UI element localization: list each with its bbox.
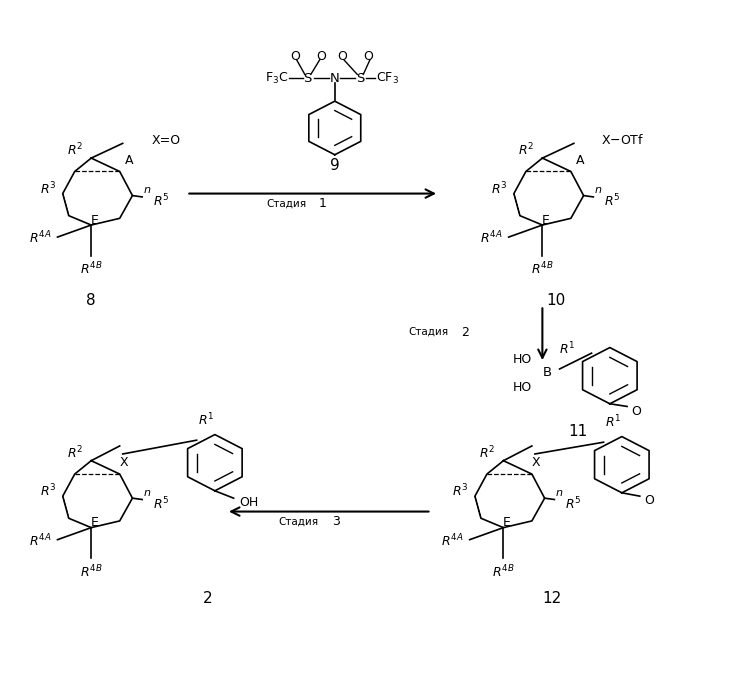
Text: E: E bbox=[542, 214, 550, 227]
Text: n: n bbox=[594, 185, 601, 195]
Text: A: A bbox=[125, 154, 133, 167]
Text: n: n bbox=[556, 488, 562, 497]
Text: S: S bbox=[304, 72, 312, 85]
Text: $R^3$: $R^3$ bbox=[451, 483, 468, 499]
Text: $R^{4A}$: $R^{4A}$ bbox=[29, 230, 51, 247]
Text: $R^2$: $R^2$ bbox=[518, 142, 534, 159]
Text: B: B bbox=[543, 367, 552, 379]
Text: $R^{4A}$: $R^{4A}$ bbox=[29, 533, 51, 549]
Text: O: O bbox=[364, 50, 374, 63]
Text: $R^1$: $R^1$ bbox=[198, 412, 214, 428]
Text: $R^{4B}$: $R^{4B}$ bbox=[492, 564, 515, 580]
Text: X: X bbox=[120, 456, 128, 469]
Text: O: O bbox=[290, 50, 300, 63]
Text: O: O bbox=[631, 404, 641, 418]
Text: E: E bbox=[504, 516, 511, 529]
Text: HO: HO bbox=[513, 353, 532, 366]
Text: Стадия: Стадия bbox=[266, 198, 306, 209]
Text: 8: 8 bbox=[86, 293, 96, 308]
Text: $R^3$: $R^3$ bbox=[491, 181, 507, 197]
Text: O: O bbox=[337, 50, 347, 63]
Text: n: n bbox=[143, 488, 150, 497]
Text: E: E bbox=[91, 516, 99, 529]
Text: $R^5$: $R^5$ bbox=[153, 192, 169, 209]
Text: $R^5$: $R^5$ bbox=[565, 495, 581, 512]
Text: 12: 12 bbox=[543, 591, 562, 606]
Text: S: S bbox=[356, 72, 365, 85]
Text: $R^{4B}$: $R^{4B}$ bbox=[531, 261, 553, 277]
Text: $R^2$: $R^2$ bbox=[479, 444, 495, 461]
Text: $R^3$: $R^3$ bbox=[39, 483, 56, 499]
Text: X: X bbox=[532, 456, 541, 469]
Text: F$_3$C: F$_3$C bbox=[265, 71, 288, 86]
Text: 2: 2 bbox=[202, 591, 212, 606]
Text: $R^{4A}$: $R^{4A}$ bbox=[480, 230, 503, 247]
Text: 1: 1 bbox=[319, 197, 327, 210]
Text: $R^2$: $R^2$ bbox=[66, 444, 83, 461]
Text: 2: 2 bbox=[461, 325, 469, 339]
Text: O: O bbox=[644, 494, 654, 508]
Text: $R^5$: $R^5$ bbox=[604, 192, 620, 209]
Text: $R^1$: $R^1$ bbox=[559, 341, 575, 357]
Text: A: A bbox=[575, 154, 584, 167]
Text: $R^5$: $R^5$ bbox=[153, 495, 169, 512]
Text: 3: 3 bbox=[331, 515, 340, 528]
Text: 11: 11 bbox=[568, 424, 587, 439]
Text: $R^3$: $R^3$ bbox=[39, 181, 56, 197]
Text: HO: HO bbox=[513, 381, 532, 394]
Text: O: O bbox=[316, 50, 326, 63]
Text: X=O: X=O bbox=[151, 134, 180, 146]
Text: Стадия: Стадия bbox=[408, 327, 448, 337]
Text: $R^{4B}$: $R^{4B}$ bbox=[80, 261, 103, 277]
Text: N: N bbox=[330, 72, 340, 85]
Text: CF$_3$: CF$_3$ bbox=[376, 71, 399, 86]
Text: Стадия: Стадия bbox=[279, 516, 319, 526]
Text: 10: 10 bbox=[547, 293, 565, 308]
Text: $R^1$: $R^1$ bbox=[605, 414, 621, 430]
Text: $R^2$: $R^2$ bbox=[66, 142, 83, 159]
Text: OH: OH bbox=[239, 496, 259, 510]
Text: X$-$OTf: X$-$OTf bbox=[601, 133, 644, 147]
Text: $R^{4A}$: $R^{4A}$ bbox=[441, 533, 464, 549]
Text: 9: 9 bbox=[330, 158, 340, 173]
Text: E: E bbox=[91, 214, 99, 227]
Text: $R^{4B}$: $R^{4B}$ bbox=[80, 564, 103, 580]
Text: n: n bbox=[143, 185, 150, 195]
